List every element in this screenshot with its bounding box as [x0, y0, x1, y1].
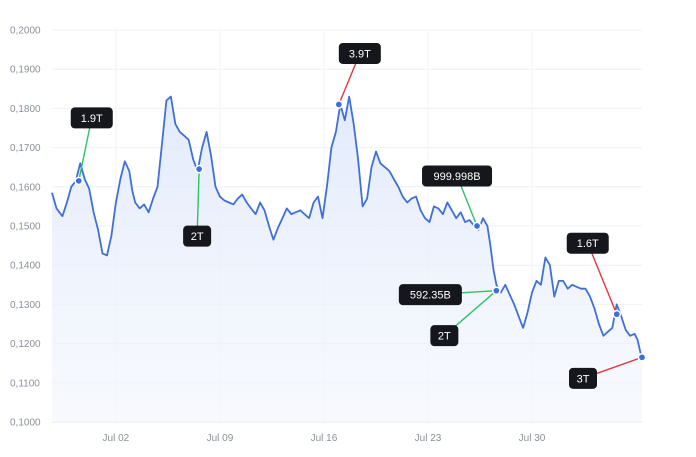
annotation-label: 2T — [191, 231, 204, 243]
annotation-label: 999.998B — [433, 171, 480, 183]
annotation-badge — [566, 232, 609, 254]
annotation-marker — [472, 221, 482, 231]
annotation-badge — [70, 107, 113, 129]
price-area — [52, 96, 642, 422]
y-tick-label: 0,1100 — [10, 378, 40, 389]
y-tick-label: 0,1400 — [10, 261, 41, 272]
x-tick-label: Jul 02 — [103, 433, 130, 444]
x-tick-label: Jul 23 — [415, 433, 442, 444]
annotation-marker — [612, 309, 622, 319]
annotation-marker — [334, 100, 344, 109]
annotation-label: 2T — [438, 331, 451, 343]
y-tick-label: 0,1300 — [10, 300, 41, 311]
y-tick-label: 0,1200 — [10, 339, 41, 350]
annotation-badge — [398, 284, 462, 306]
price-series — [51, 95, 643, 360]
x-axis: Jul 02 Jul 09 Jul 16 Jul 23 Jul 30 — [103, 433, 546, 444]
annotation-label: 592.35B — [410, 290, 451, 302]
annotation-marker — [492, 286, 501, 296]
annotation-badge — [569, 367, 597, 389]
annotation-label: 3.9T — [349, 48, 371, 60]
y-tick-label: 0,1900 — [10, 65, 41, 76]
y-tick-label: 0,1000 — [10, 418, 41, 429]
annotation-label: 3T — [577, 373, 590, 385]
x-tick-label: Jul 30 — [519, 433, 546, 444]
annotation-label: 1.6T — [577, 238, 599, 250]
price-line — [51, 95, 643, 360]
y-tick-label: 0,1700 — [10, 143, 41, 154]
y-tick-label: 0,2000 — [10, 26, 41, 37]
area-fill — [52, 96, 642, 422]
annotation-connector — [587, 242, 618, 315]
x-tick-label: Jul 09 — [207, 433, 234, 444]
annotation-badge — [338, 42, 381, 64]
annotation-badge — [183, 225, 212, 247]
annotation-marker — [637, 352, 647, 362]
y-tick-label: 0,1800 — [10, 104, 41, 115]
x-tick-label: Jul 16 — [311, 433, 338, 444]
annotation-marker — [74, 176, 84, 186]
annotation-marker — [194, 164, 204, 174]
annotation-badge — [430, 325, 459, 347]
y-axis: 0,2000 0,1900 0,1800 0,1700 0,1600 0,1500 0,14… — [10, 26, 41, 429]
annotation-badge — [422, 165, 493, 187]
annotation-label: 1.9T — [81, 113, 103, 125]
y-tick-label: 0,1600 — [10, 182, 41, 193]
annotation-connector — [196, 169, 200, 237]
y-tick-label: 0,1500 — [10, 222, 41, 233]
annotations: 1.9T 2T 3.9T 999.998B 592.35B 2T 1.6T 3T — [70, 42, 647, 389]
